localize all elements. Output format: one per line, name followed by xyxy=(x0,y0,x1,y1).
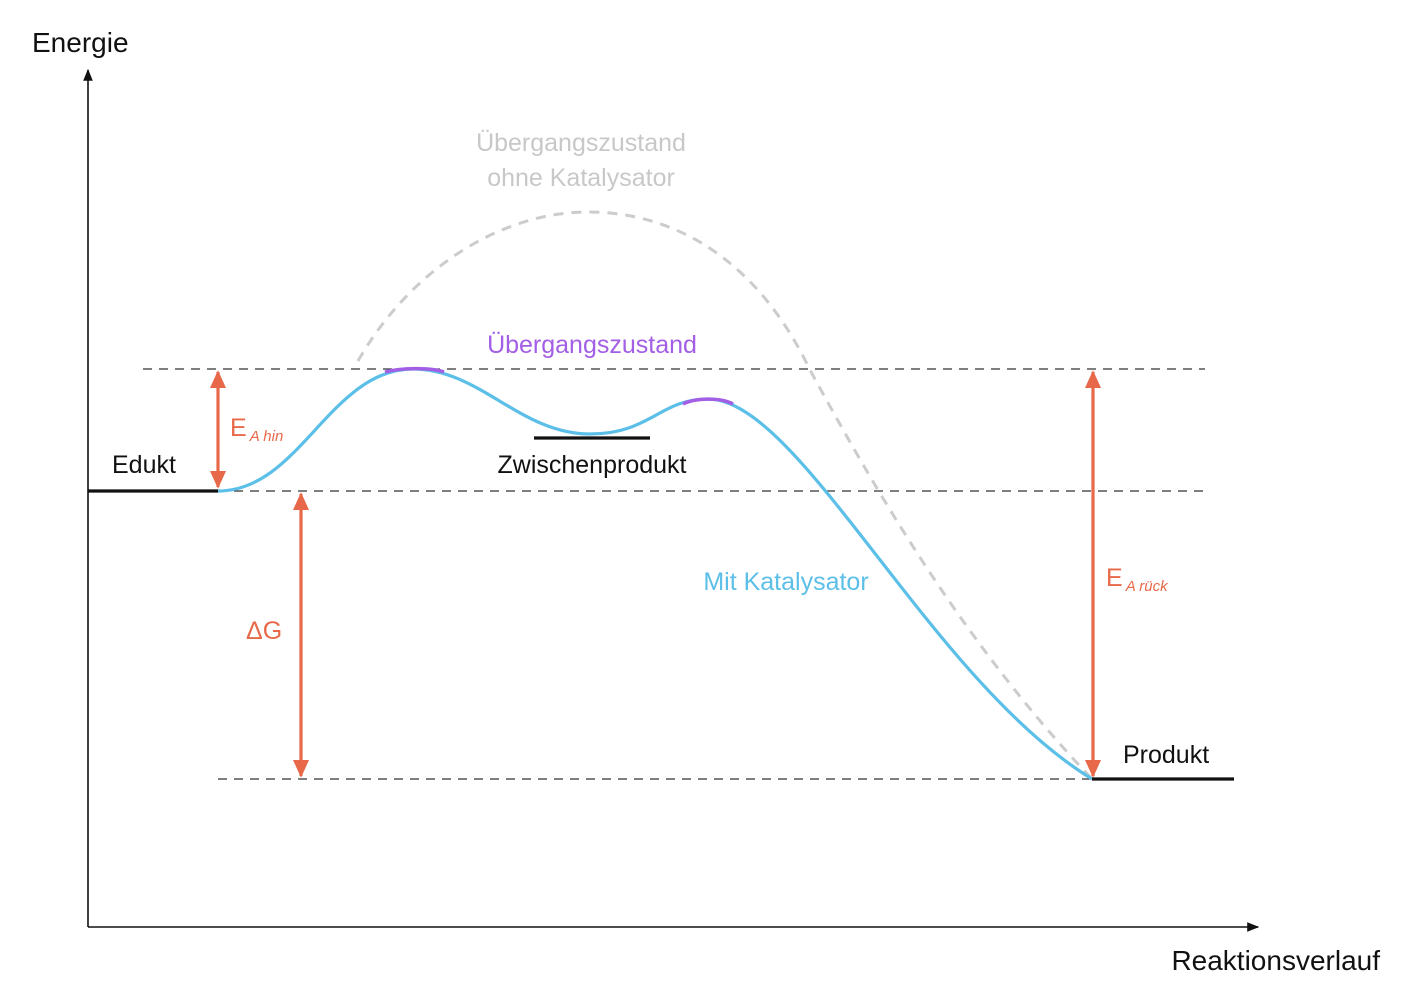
catalyzed-curve-label: Mit Katalysator xyxy=(703,568,868,596)
x-axis-label: Reaktionsverlauf xyxy=(1171,945,1380,976)
ea-rueck-main: E xyxy=(1106,564,1123,592)
catalyzed-curve xyxy=(217,367,1093,781)
transition-state-2-highlight xyxy=(682,397,734,406)
produkt-label: Produkt xyxy=(1123,741,1209,769)
ea-rueck-subscript: A rück xyxy=(1125,578,1169,595)
y-axis-label: Energie xyxy=(32,27,129,58)
transition-state-label: Übergangszustand xyxy=(487,331,697,359)
edukt-label: Edukt xyxy=(112,451,176,479)
zwischenprodukt-label: Zwischenprodukt xyxy=(498,451,687,479)
ea-hin-main: E xyxy=(230,414,247,442)
ea-hin-subscript: A hin xyxy=(249,428,284,445)
delta-g-label: ΔG xyxy=(246,617,282,645)
uncatalyzed-curve xyxy=(356,210,1094,781)
uncatalyzed-transition-label-line2: ohne Katalysator xyxy=(487,164,675,192)
transition-state-1-highlight xyxy=(384,366,445,374)
uncatalyzed-transition-label-line1: Übergangszustand xyxy=(476,129,686,157)
